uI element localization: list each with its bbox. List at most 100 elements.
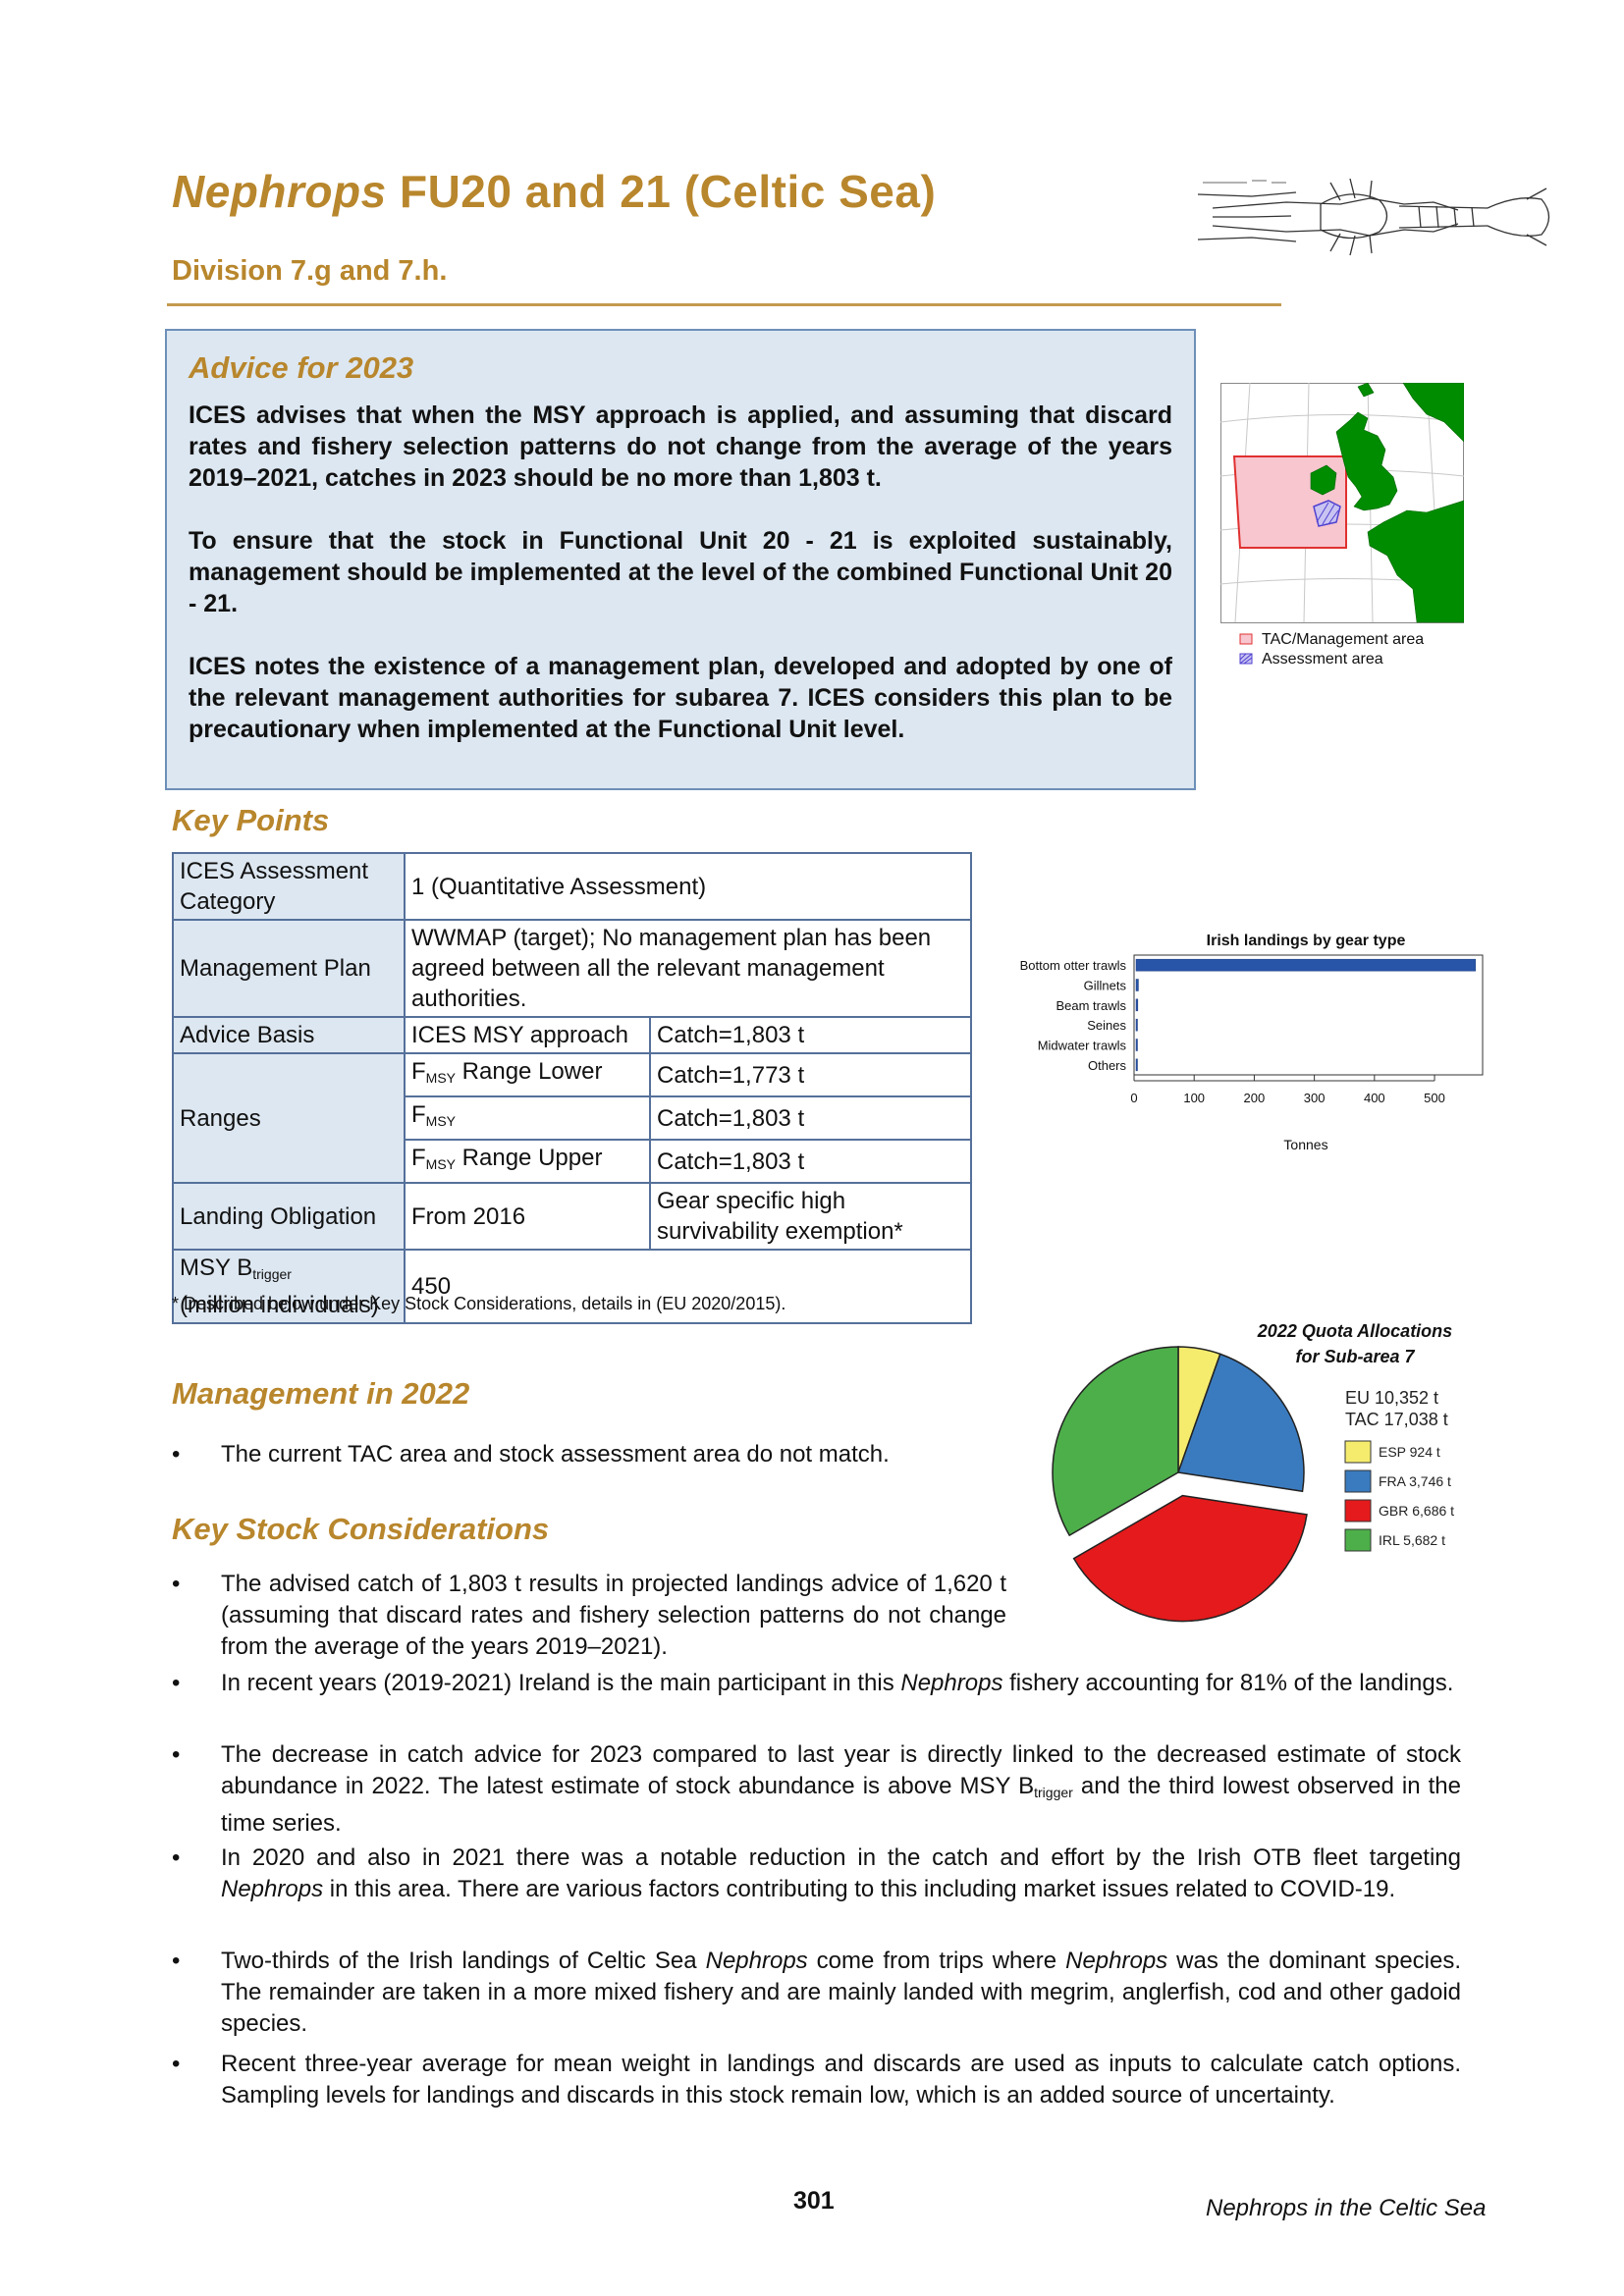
page-title: Nephrops FU20 and 21 (Celtic Sea)	[172, 165, 936, 218]
table-row: Ranges FMSY Range Lower Catch=1,773 t	[172, 1052, 972, 1184]
considerations-heading: Key Stock Considerations	[172, 1512, 550, 1546]
text-run: In 2020 and also in 2021 there was a not…	[221, 1844, 1461, 1871]
table-row: FMSY Catch=1,803 t	[173, 1095, 972, 1141]
table-row: Landing Obligation From 2016 Gear specif…	[172, 1182, 972, 1251]
key-points-heading: Key Points	[172, 803, 330, 837]
landing-label: Landing Obligation	[172, 1182, 406, 1251]
list-item: • The decrease in catch advice for 2023 …	[172, 1739, 1461, 1840]
range-upper-catch: Catch=1,803 t	[649, 1139, 972, 1184]
plan-label: Management Plan	[172, 919, 406, 1018]
running-title: Nephrops in the Celtic Sea	[1206, 2195, 1487, 2221]
pie-legend-label: GBR 6,686 t	[1379, 1503, 1454, 1519]
quota-allocation-chart: 2022 Quota Allocations for Sub-area 7 EU…	[1052, 1321, 1454, 1623]
pie-legend-label: IRL 5,682 t	[1379, 1532, 1445, 1548]
table-footnote: * Described below under Key Stock Consid…	[172, 1294, 786, 1313]
map-legend-tac: TAC/Management area	[1262, 631, 1424, 648]
list-item: • The current TAC area and stock assessm…	[172, 1439, 1056, 1470]
consideration-2: In recent years (2019-2021) Ireland is t…	[221, 1668, 1461, 1699]
basis-label: Advice Basis	[172, 1016, 406, 1054]
bar	[1135, 958, 1477, 972]
btrigger-subscript: trigger	[252, 1266, 292, 1282]
pie-legend-swatch	[1344, 1469, 1372, 1493]
table-row: Management Plan WWMAP (target); No manag…	[172, 919, 972, 1018]
landing-note: Gear specific high survivability exempti…	[649, 1182, 972, 1251]
list-item: • In 2020 and also in 2021 there was a n…	[172, 1842, 1461, 1905]
nephrops-illustration	[1197, 178, 1550, 256]
bar	[1135, 1058, 1138, 1072]
f-symbol: F	[411, 1058, 426, 1085]
text-run: and the third lowest observed in the tim…	[221, 1773, 1461, 1837]
stock-area-map: TAC/Management area Assessment area	[1220, 383, 1464, 667]
fmsy-label: FMSY	[404, 1095, 651, 1141]
range-lower-catch: Catch=1,773 t	[649, 1052, 972, 1097]
x-tick-label: 0	[1130, 1091, 1137, 1105]
f-subscript: MSY	[425, 1113, 457, 1129]
range-lower-label: FMSY Range Lower	[404, 1052, 651, 1097]
text-run: in this area. There are various factors …	[323, 1876, 1396, 1902]
map-legend-assessment: Assessment area	[1262, 651, 1383, 667]
text-run: The decrease in catch advice for 2023 co…	[221, 1741, 1461, 1799]
pie-legend-label: FRA 3,746 t	[1379, 1473, 1451, 1489]
pie-slice	[1072, 1494, 1308, 1623]
table-row: Advice Basis ICES MSY approach Catch=1,8…	[172, 1016, 972, 1054]
bullet-icon: •	[172, 1571, 181, 1597]
fmsy-catch: Catch=1,803 t	[649, 1095, 972, 1141]
list-item: • Two-thirds of the Irish landings of Ce…	[172, 1946, 1461, 2040]
title-species: Nephrops	[172, 166, 387, 217]
species-name: Nephrops	[900, 1670, 1003, 1696]
key-points-table: ICES Assessment Category 1 (Quantitative…	[172, 852, 972, 1324]
page-subtitle: Division 7.g and 7.h.	[172, 255, 448, 287]
consideration-6: Recent three-year average for mean weigh…	[221, 2051, 1461, 2109]
advice-box: Advice for 2023 ICES advises that when t…	[165, 329, 1196, 790]
f-symbol: F	[411, 1145, 426, 1171]
species-name: Nephrops	[1065, 1948, 1168, 1974]
management-bullet: The current TAC area and stock assessmen…	[221, 1441, 890, 1468]
landing-value: From 2016	[404, 1182, 651, 1251]
f-subscript: MSY	[425, 1070, 457, 1086]
basis-catch: Catch=1,803 t	[649, 1016, 972, 1054]
pie-legend-swatch	[1344, 1499, 1372, 1522]
pie-summary-eu: EU 10,352 t	[1345, 1388, 1438, 1408]
species-name: Nephrops	[705, 1948, 808, 1974]
consideration-4: In 2020 and also in 2021 there was a not…	[221, 1842, 1461, 1905]
pie-legend-swatch	[1344, 1528, 1372, 1552]
consideration-5: Two-thirds of the Irish landings of Celt…	[221, 1946, 1461, 2040]
page-number: 301	[793, 2187, 835, 2215]
bar-category-label: Midwater trawls	[1038, 1039, 1127, 1053]
x-tick-label: 400	[1364, 1091, 1385, 1105]
category-label: ICES Assessment Category	[172, 852, 406, 921]
title-rule	[167, 303, 1281, 306]
text-run: In recent years (2019-2021) Ireland is t…	[221, 1670, 901, 1696]
title-rest: FU20 and 21 (Celtic Sea)	[386, 166, 937, 217]
management-heading: Management in 2022	[172, 1376, 470, 1411]
bar	[1135, 1018, 1138, 1032]
table-row: ICES Assessment Category 1 (Quantitative…	[172, 852, 972, 921]
bar	[1135, 979, 1139, 991]
species-name: Nephrops	[221, 1876, 324, 1902]
text-run: fishery accounting for 81% of the landin…	[1002, 1670, 1454, 1696]
basis-value: ICES MSY approach	[404, 1016, 651, 1054]
text-run: Two-thirds of the Irish landings of Celt…	[221, 1948, 706, 1974]
consideration-1: The advised catch of 1,803 t results in …	[221, 1571, 1006, 1660]
range-upper-text: Range Upper	[456, 1145, 603, 1171]
ranges-label: Ranges	[172, 1052, 406, 1184]
list-item: • Recent three-year average for mean wei…	[172, 2049, 1461, 2111]
pie-title-line-2: for Sub-area 7	[1295, 1347, 1415, 1366]
bar	[1135, 1039, 1138, 1051]
text-run: come from trips where	[807, 1948, 1066, 1974]
x-tick-label: 300	[1304, 1091, 1326, 1105]
msy-btrigger-label: MSY Btrigger (million individuals)	[172, 1249, 406, 1324]
bullet-icon: •	[172, 1948, 181, 1974]
text-run: was the dominant species. The remainder …	[221, 1948, 1462, 2037]
bullet-icon: •	[172, 1741, 181, 1768]
bar-chart-title: Irish landings by gear type	[1207, 933, 1406, 949]
advice-paragraph-1: ICES advises that when the MSY approach …	[189, 401, 1172, 492]
bar-category-label: Bottom otter trawls	[1020, 958, 1127, 973]
bullet-icon: •	[172, 2051, 181, 2077]
range-lower-text: Range Lower	[456, 1058, 603, 1085]
pie-legend-label: ESP 924 t	[1379, 1444, 1440, 1460]
btrigger-subscript: trigger	[1034, 1785, 1073, 1800]
bar-category-label: Gillnets	[1084, 979, 1127, 993]
msy-b-symbol: MSY B	[180, 1255, 253, 1281]
pie-slice	[1176, 1353, 1305, 1493]
